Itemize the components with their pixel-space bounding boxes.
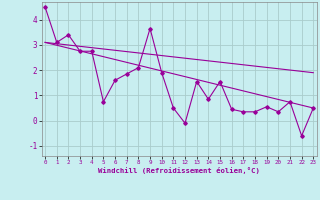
X-axis label: Windchill (Refroidissement éolien,°C): Windchill (Refroidissement éolien,°C) xyxy=(98,167,260,174)
